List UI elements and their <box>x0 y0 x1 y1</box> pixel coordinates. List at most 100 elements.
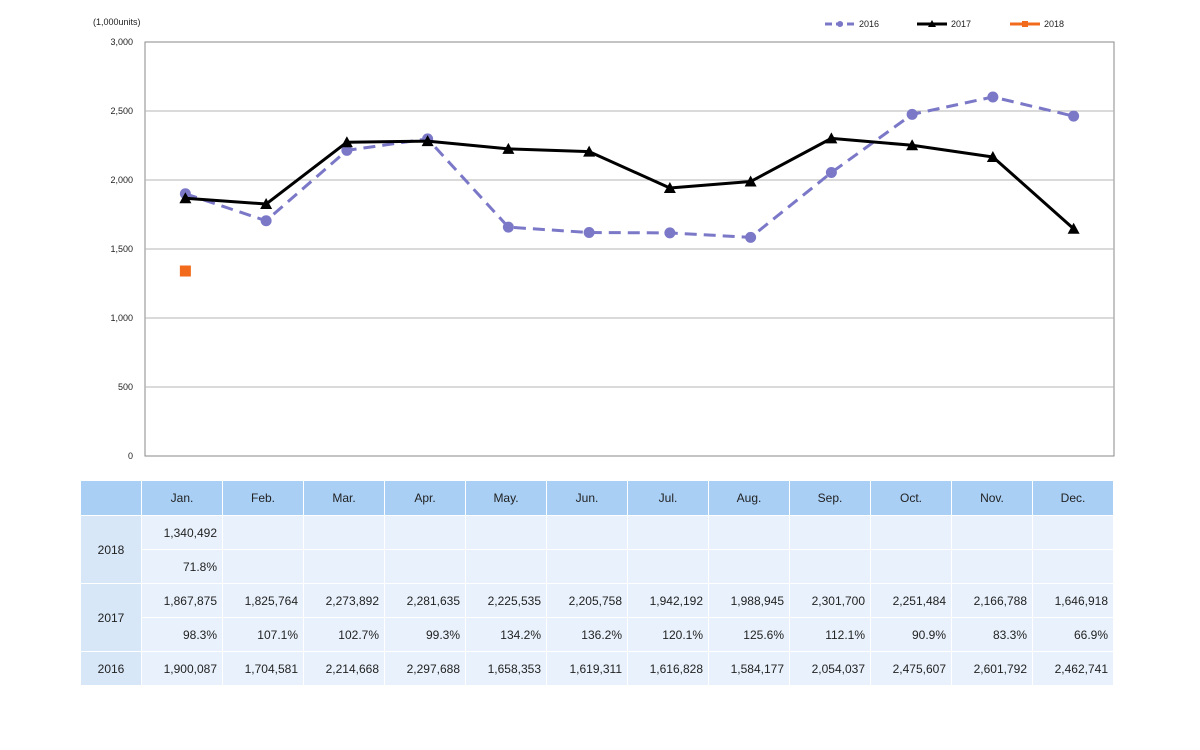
unit-label: (1,000units) <box>93 17 141 27</box>
percent-cell: 83.3% <box>951 617 1033 652</box>
percent-cell: 120.1% <box>627 617 709 652</box>
data-point-circle <box>583 227 595 239</box>
y-tick-label: 1,500 <box>110 244 133 254</box>
data-point-triangle <box>1067 222 1080 234</box>
units-cell: 1,619,311 <box>546 651 628 686</box>
legend: 2016 2017 2018 <box>825 19 1064 29</box>
units-cell <box>303 515 385 550</box>
table-corner <box>80 480 142 516</box>
units-cell <box>546 515 628 550</box>
series-2018 <box>179 265 191 277</box>
y-tick-label: 1,000 <box>110 313 133 323</box>
units-cell: 1,867,875 <box>141 583 223 618</box>
series-line-2016 <box>184 95 1074 239</box>
units-cell: 1,988,945 <box>708 583 790 618</box>
units-cell: 2,301,700 <box>789 583 871 618</box>
percent-cell: 112.1% <box>789 617 871 652</box>
legend-marker <box>1022 21 1028 27</box>
percent-cell: 107.1% <box>222 617 304 652</box>
units-cell: 2,205,758 <box>546 583 628 618</box>
month-header: Feb. <box>222 480 304 516</box>
units-cell: 1,340,492 <box>141 515 223 550</box>
percent-cell: 125.6% <box>708 617 790 652</box>
units-cell: 1,616,828 <box>627 651 709 686</box>
data-point-square <box>179 265 191 277</box>
data-point-circle <box>906 108 918 120</box>
units-cell: 2,462,741 <box>1032 651 1114 686</box>
month-header: Nov. <box>951 480 1033 516</box>
units-cell: 1,646,918 <box>1032 583 1114 618</box>
data-point-circle <box>260 215 272 227</box>
month-header: Dec. <box>1032 480 1114 516</box>
series-line-2017 <box>185 136 1075 230</box>
units-cell <box>870 515 952 550</box>
legend-entry-2017: 2017 <box>917 19 971 29</box>
percent-cell: 90.9% <box>870 617 952 652</box>
month-header: Oct. <box>870 480 952 516</box>
year-label: 2018 <box>80 515 142 584</box>
percent-cell: 98.3% <box>141 617 223 652</box>
percent-cell <box>546 549 628 584</box>
percent-cell <box>1032 549 1114 584</box>
units-cell <box>708 515 790 550</box>
data-point-triangle <box>744 175 757 187</box>
y-axis: 0 500 1,000 1,500 2,000 2,500 3,000 <box>110 37 133 461</box>
data-point-triangle <box>825 132 838 144</box>
units-cell: 2,281,635 <box>384 583 466 618</box>
units-cell: 2,601,792 <box>951 651 1033 686</box>
legend-marker <box>837 21 843 27</box>
month-header: May. <box>465 480 547 516</box>
year-label: 2017 <box>80 583 142 652</box>
data-table: Jan. Feb. Mar. Apr. May. Jun. Jul. Aug. Sep. Oct.… <box>80 480 1114 686</box>
legend-label: 2017 <box>951 19 971 29</box>
table-row: 2016 1,900,087 1,704,581 2,214,668 2,297,688… <box>80 651 1114 686</box>
units-cell: 2,166,788 <box>951 583 1033 618</box>
month-header: Sep. <box>789 480 871 516</box>
units-cell: 2,225,535 <box>465 583 547 618</box>
units-cell <box>789 515 871 550</box>
percent-cell <box>303 549 385 584</box>
table-row: 2017 1,867,875 1,825,764 2,273,892 2,281,635… <box>80 583 1114 652</box>
table-row: 2018 1,340,492 <box>80 515 1114 584</box>
year-label: 2016 <box>80 651 142 686</box>
percent-cell <box>789 549 871 584</box>
units-cell: 1,658,353 <box>465 651 547 686</box>
data-point-circle <box>1068 110 1080 122</box>
data-point-circle <box>745 231 757 243</box>
units-cell <box>951 515 1033 550</box>
units-cell: 2,273,892 <box>303 583 385 618</box>
month-header: Jan. <box>141 480 223 516</box>
units-cell <box>465 515 547 550</box>
percent-cell <box>627 549 709 584</box>
month-header: Aug. <box>708 480 790 516</box>
y-tick-label: 500 <box>118 382 133 392</box>
y-tick-label: 2,500 <box>110 106 133 116</box>
units-cell: 1,704,581 <box>222 651 304 686</box>
y-tick-label: 0 <box>128 451 133 461</box>
data-point-triangle <box>179 192 192 204</box>
data-point-triangle <box>663 181 676 193</box>
legend-entry-2018: 2018 <box>1010 19 1064 29</box>
data-point-triangle <box>260 198 273 210</box>
percent-cell: 102.7% <box>303 617 385 652</box>
data-point-circle <box>502 221 514 233</box>
data-point-triangle <box>986 150 999 162</box>
month-header: Mar. <box>303 480 385 516</box>
percent-cell: 136.2% <box>546 617 628 652</box>
percent-cell <box>870 549 952 584</box>
month-header: Apr. <box>384 480 466 516</box>
units-cell <box>1032 515 1114 550</box>
legend-marker <box>928 20 936 27</box>
percent-cell <box>708 549 790 584</box>
units-cell <box>222 515 304 550</box>
table-body: 2018 1,340,492 71.8% 2017 1,867,875 1,825,764… <box>80 515 1114 686</box>
series-layer <box>179 91 1080 277</box>
units-cell <box>384 515 466 550</box>
percent-cell <box>465 549 547 584</box>
legend-entry-2016: 2016 <box>825 19 879 29</box>
units-cell <box>627 515 709 550</box>
units-cell: 2,054,037 <box>789 651 871 686</box>
month-header: Jul. <box>627 480 709 516</box>
percent-cell <box>222 549 304 584</box>
data-point-triangle <box>906 139 919 151</box>
